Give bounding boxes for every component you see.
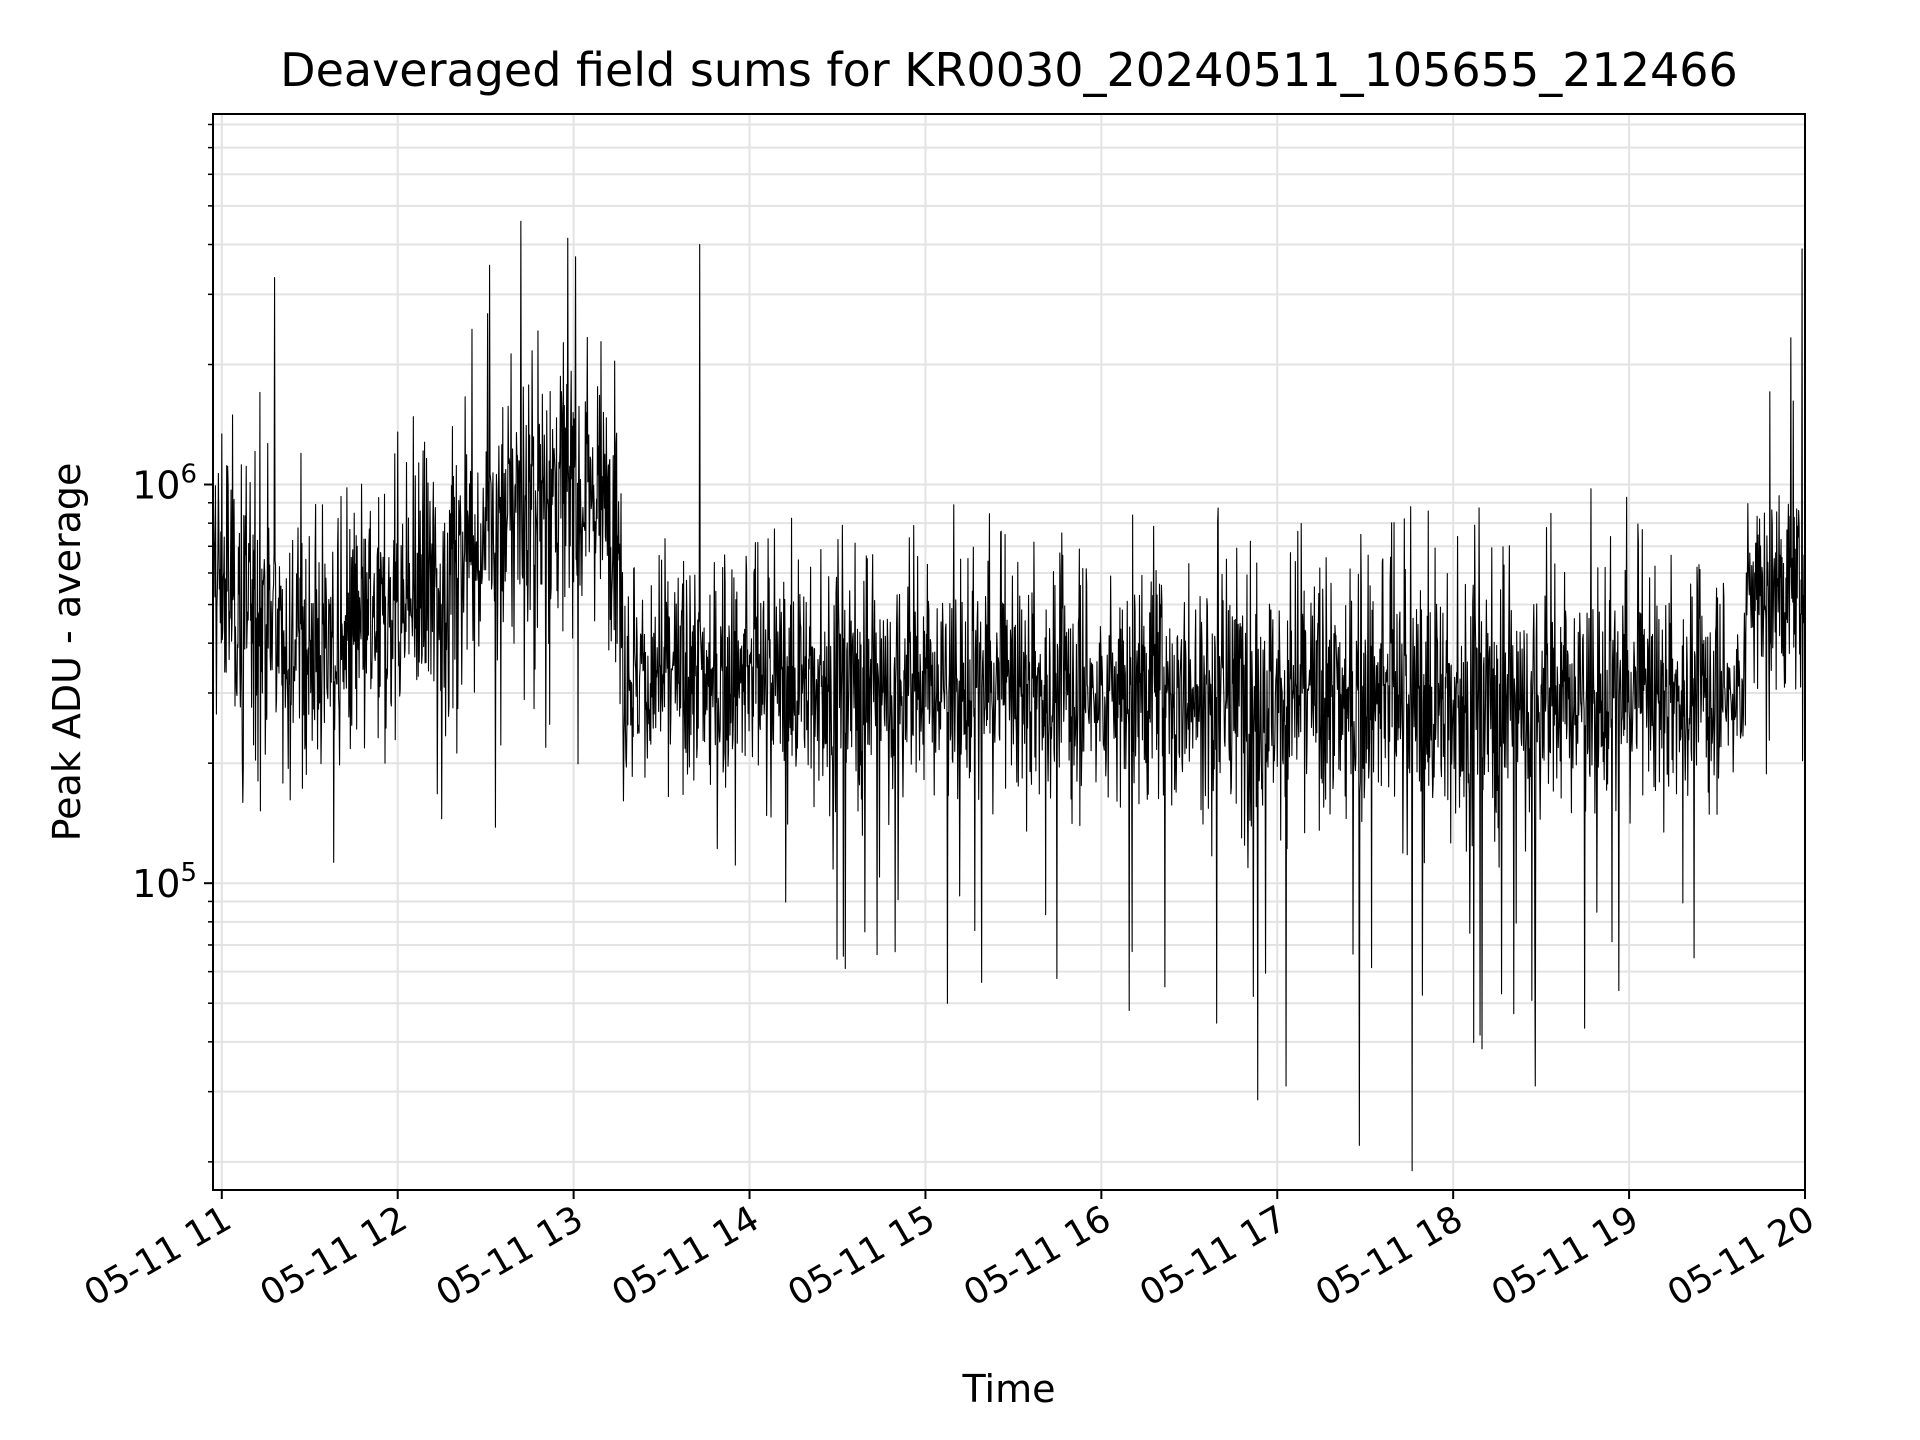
y-tick-exponent: 5 <box>180 858 197 888</box>
axes-frame <box>212 113 1806 1191</box>
y-tick-exponent: 6 <box>180 460 197 490</box>
y-tick-base: 10 <box>132 862 180 906</box>
y-axis-label: Peak ADU - average <box>45 463 89 842</box>
y-tick-label: 105 <box>132 858 197 906</box>
y-tick-base: 10 <box>132 464 180 508</box>
series-path <box>212 220 1806 1172</box>
x-axis-label: Time <box>962 1367 1056 1411</box>
series-line <box>212 220 1806 1172</box>
y-tick-label: 106 <box>132 460 197 508</box>
chart-title: Deaveraged field sums for KR0030_2024051… <box>280 43 1738 97</box>
